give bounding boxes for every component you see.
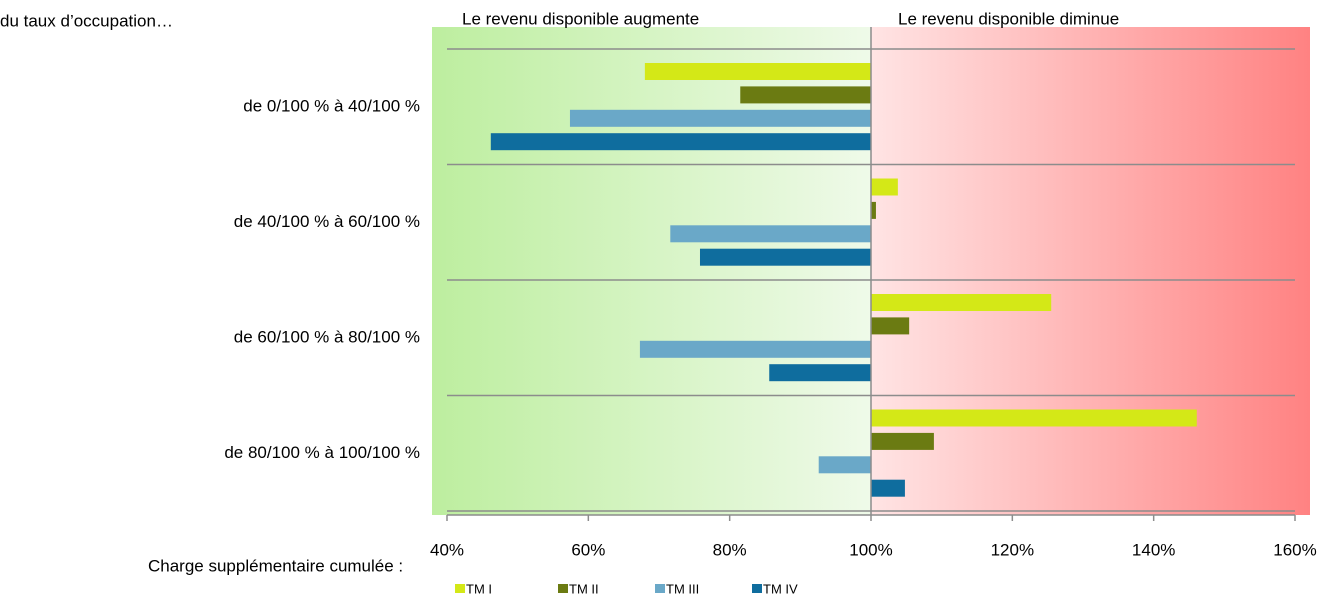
bar <box>871 317 910 335</box>
x-tick-label: 100% <box>849 540 892 559</box>
y-tick-label: de 60/100 % à 80/100 % <box>234 327 420 346</box>
x-tick-label: 80% <box>713 540 747 559</box>
legend-swatch <box>558 584 568 593</box>
bar <box>699 248 871 266</box>
bar <box>871 479 905 497</box>
bar <box>740 86 871 104</box>
positive-zone <box>432 27 871 515</box>
legend-label: TM III <box>666 581 699 596</box>
bar <box>670 225 871 243</box>
legend-swatch <box>455 584 465 593</box>
x-axis-label: Charge supplémentaire cumulée : <box>148 556 403 575</box>
legend-swatch <box>752 584 762 593</box>
bar <box>569 109 871 127</box>
legend-swatch <box>655 584 665 593</box>
y-tick-label: de 40/100 % à 60/100 % <box>234 212 420 231</box>
bar <box>871 409 1197 427</box>
bar <box>818 456 871 474</box>
bar <box>871 432 934 450</box>
bar <box>871 178 898 196</box>
y-tick-label: de 0/100 % à 40/100 % <box>243 96 420 115</box>
x-tick-label: 140% <box>1132 540 1175 559</box>
x-tick-label: 60% <box>571 540 605 559</box>
x-tick-label: 40% <box>430 540 464 559</box>
chart-title: du taux d’occupation… <box>0 11 173 30</box>
bar <box>871 294 1052 311</box>
legend-label: TM IV <box>763 581 798 596</box>
legend-label: TM I <box>466 581 492 596</box>
annotation: Le revenu disponible augmente <box>462 9 699 28</box>
bar <box>871 201 876 219</box>
plot-background <box>432 27 1310 515</box>
bar <box>644 63 871 80</box>
bar <box>490 133 871 151</box>
bar <box>639 340 871 358</box>
legend-label: TM II <box>569 581 599 596</box>
y-tick-label: de 80/100 % à 100/100 % <box>224 443 420 462</box>
negative-zone <box>871 27 1310 515</box>
x-tick-label: 120% <box>991 540 1034 559</box>
x-tick-label: 160% <box>1273 540 1316 559</box>
annotation: Le revenu disponible diminue <box>898 9 1119 28</box>
bar <box>769 364 871 382</box>
